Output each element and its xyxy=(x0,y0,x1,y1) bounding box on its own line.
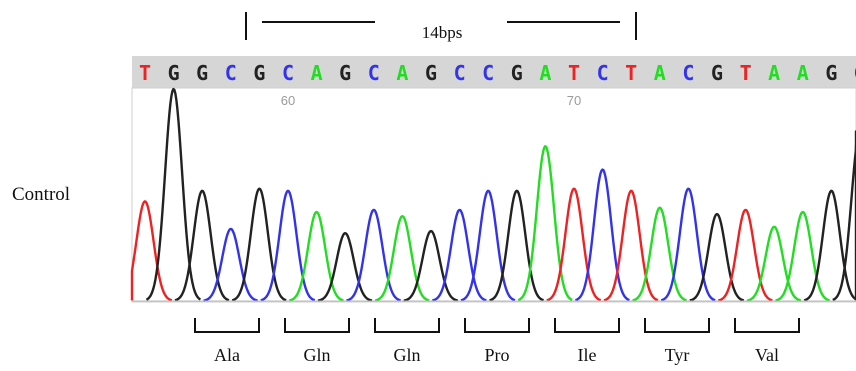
codon-label: Gln xyxy=(304,345,331,365)
trace-peak xyxy=(130,200,173,302)
codon-label: Ile xyxy=(578,345,597,365)
trace-panel xyxy=(131,87,856,303)
sequence-base: T xyxy=(625,61,637,85)
trace-peak xyxy=(660,187,716,302)
sequence-base: A xyxy=(539,61,551,85)
codon-bracket xyxy=(194,318,260,333)
trace-peak xyxy=(174,189,230,302)
sequence-base: C xyxy=(282,61,294,85)
sequence-bases: TGGCGCAGCAGCCGATCTACGTAAGG xyxy=(139,61,856,85)
sample-label: Control xyxy=(12,184,70,205)
trace-peak xyxy=(231,187,287,302)
codon-label: Val xyxy=(755,345,779,365)
sequence-base: G xyxy=(511,61,523,85)
sequence-base: T xyxy=(740,61,752,85)
trace-peak xyxy=(746,225,802,302)
trace-peaks xyxy=(130,87,856,302)
span-label: 14bps xyxy=(422,23,463,42)
position-label: 60 xyxy=(281,93,295,108)
codon-label: Tyr xyxy=(665,345,690,365)
trace-peak xyxy=(718,208,773,302)
trace-peak xyxy=(374,215,430,302)
codon-brackets: Ala Gln Gln Pro Ile Tyr Val xyxy=(194,318,800,365)
sequence-base: A xyxy=(654,61,666,85)
sequence-strip-background xyxy=(132,56,856,88)
sequence-base: A xyxy=(311,61,323,85)
sequence-base: G xyxy=(168,61,180,85)
sequence-base: C xyxy=(368,61,380,85)
codon-bracket xyxy=(284,318,350,333)
trace-peak xyxy=(317,232,373,302)
sequence-base: C xyxy=(454,61,466,85)
codon-label: Ala xyxy=(214,345,240,365)
trace-peak xyxy=(260,189,316,302)
sequence-base: A xyxy=(797,61,809,85)
trace-peak xyxy=(403,229,459,302)
sequence-base: A xyxy=(396,61,408,85)
sequence-base: G xyxy=(854,61,856,85)
trace-peak xyxy=(145,87,202,301)
sequence-base: G xyxy=(253,61,265,85)
codon-bracket xyxy=(554,318,620,333)
sequence-base: T xyxy=(139,61,151,85)
sequence-base: G xyxy=(339,61,351,85)
trace-peak xyxy=(775,210,830,302)
sequence-base: A xyxy=(768,61,780,85)
trace-peak xyxy=(603,189,659,302)
trace-peak xyxy=(832,130,856,302)
trace-peak xyxy=(632,206,687,302)
trace-peak xyxy=(460,189,516,302)
sequence-base: C xyxy=(597,61,609,85)
trace-peak xyxy=(575,168,630,302)
position-labels: 60 70 xyxy=(281,93,581,108)
codon-label: Gln xyxy=(394,345,421,365)
sequence-base: C xyxy=(482,61,494,85)
codon-bracket xyxy=(644,318,710,333)
sequence-base: C xyxy=(682,61,694,85)
codon-label: Pro xyxy=(484,345,509,365)
codon-bracket xyxy=(734,318,800,333)
trace-peak xyxy=(346,208,401,302)
position-label: 70 xyxy=(567,93,581,108)
sequence-base: C xyxy=(225,61,237,85)
sequence-base: G xyxy=(711,61,723,85)
trace-peak xyxy=(546,187,602,302)
sequence-base: G xyxy=(825,61,837,85)
trace-peak xyxy=(689,212,745,302)
trace-peak xyxy=(489,189,544,302)
codon-bracket xyxy=(464,318,530,333)
codon-bracket xyxy=(374,318,440,333)
trace-peak xyxy=(203,227,258,302)
trace-peak xyxy=(289,210,344,302)
sequence-base: G xyxy=(425,61,437,85)
sequence-base: T xyxy=(568,61,580,85)
span-indicator: 14bps xyxy=(245,12,637,42)
trace-peak xyxy=(432,208,487,302)
trace-peak xyxy=(517,145,573,302)
sequence-base: G xyxy=(196,61,208,85)
trace-peak xyxy=(803,189,856,302)
